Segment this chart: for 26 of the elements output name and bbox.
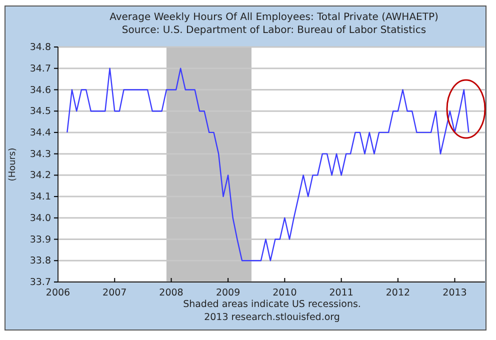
y-tick-label: 34.3	[30, 148, 51, 160]
y-tick-label: 34.5	[30, 106, 51, 118]
text: 2013 research.stlouisfed.org	[204, 312, 340, 323]
chart-title: Average Weekly Hours Of All Employees: Total Private (AWHAETP)	[110, 12, 438, 23]
x-tick-label: 2007	[102, 287, 127, 298]
y-axis-title: (Hours)	[8, 148, 18, 182]
chart-subtitle: Source: U.S. Department of Labor: Bureau of Labor Statistics	[122, 25, 426, 36]
text: Shaded areas indicate US recessions.	[183, 299, 361, 310]
y-tick-label: 34.4	[30, 127, 51, 138]
y-tick-label: 34.7	[30, 63, 51, 74]
x-tick-label: 2012	[386, 287, 410, 298]
line-series	[66, 68, 470, 262]
y-tick-label: 34.0	[30, 212, 51, 224]
x-tick-label: 2006	[46, 287, 70, 298]
y-tick-label: 33.8	[30, 256, 51, 267]
x-tick-label: 2009	[216, 287, 240, 298]
x-tick-label: 2010	[272, 287, 297, 298]
x-tick-label: 2011	[329, 287, 354, 298]
x-tick-label: 2013	[442, 287, 467, 298]
y-tick-label: 33.7	[30, 277, 51, 288]
y-tick-label: 33.9	[30, 234, 51, 246]
x-tick-label: 2008	[159, 287, 184, 298]
y-tick-label: 34.8	[30, 42, 51, 54]
y-tick-label: 34.1	[30, 192, 51, 203]
y-tick-label: 34.2	[30, 170, 51, 182]
y-tick-label: 34.6	[30, 84, 51, 96]
